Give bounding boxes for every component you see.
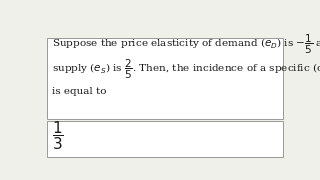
Text: is equal to: is equal to: [52, 87, 107, 96]
Text: supply ($e_S$) is $\dfrac{2}{5}$. Then, the incidence of a specific (or unit) ta: supply ($e_S$) is $\dfrac{2}{5}$. Then, …: [52, 58, 320, 81]
Text: $\dfrac{1}{3}$: $\dfrac{1}{3}$: [52, 120, 64, 152]
Text: Suppose the price elasticity of demand ($e_D$) is $-\dfrac{1}{5}$ and the price : Suppose the price elasticity of demand (…: [52, 33, 320, 56]
FancyBboxPatch shape: [47, 38, 283, 119]
FancyBboxPatch shape: [47, 121, 283, 158]
